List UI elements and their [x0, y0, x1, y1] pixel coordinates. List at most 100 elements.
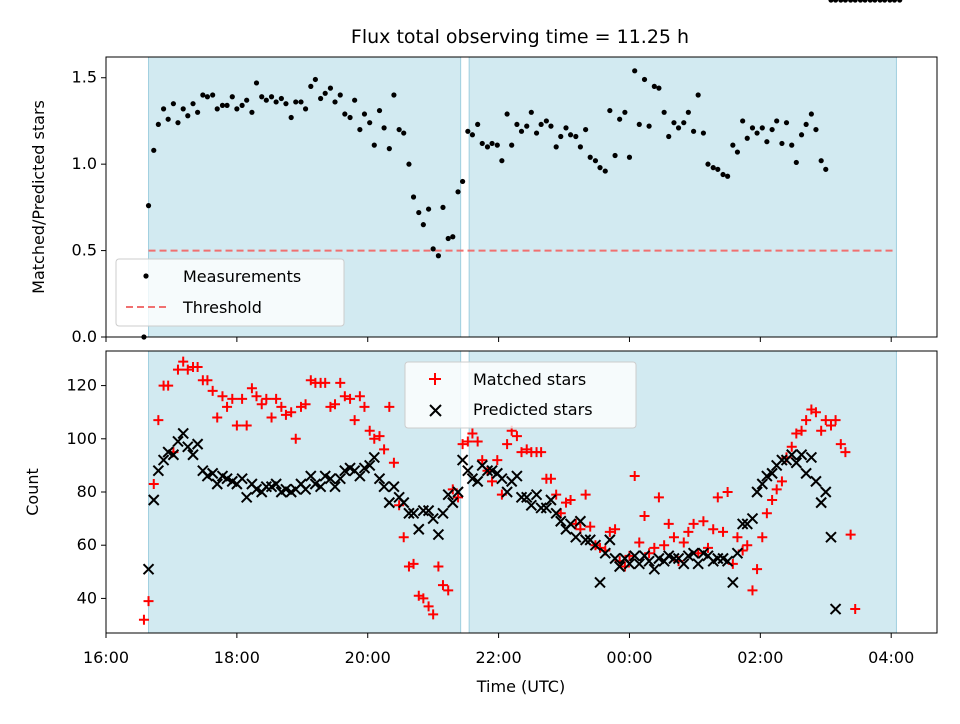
matched-star-point — [752, 564, 763, 575]
predicted-star-point — [354, 470, 366, 482]
measurement-point — [445, 235, 451, 242]
measurement-point — [808, 111, 814, 117]
predicted-star-point — [456, 454, 469, 466]
measurement-point — [852, 0, 858, 3]
predicted-star-point — [167, 449, 180, 461]
predicted-star-point — [177, 427, 189, 440]
measurement-point — [587, 154, 593, 160]
matched-star-point — [148, 479, 159, 490]
measurement-point — [779, 140, 785, 147]
measurement-point — [789, 142, 795, 148]
measurement-point — [715, 166, 721, 172]
matched-star-point — [374, 431, 385, 442]
matched-star-point — [251, 391, 262, 402]
matched-star-point — [339, 391, 350, 402]
matched-star-point — [359, 401, 370, 412]
bottom-y-ticks: 40 60 80 100 120 — [66, 376, 106, 607]
measurement-point — [641, 76, 648, 83]
predicted-star-point — [299, 483, 312, 496]
measurement-point — [381, 125, 387, 131]
matched-star-point — [222, 401, 233, 412]
measurement-point — [862, 0, 868, 3]
predicted-star-point — [545, 494, 557, 506]
predicted-star-point — [746, 512, 759, 525]
predicted-star-point — [368, 451, 380, 464]
predicted-star-point — [633, 558, 645, 570]
predicted-star-point — [825, 531, 837, 543]
predicted-star-point — [305, 470, 317, 482]
measurement-point — [832, 0, 839, 3]
predicted-star-point — [378, 480, 390, 493]
x-tick-label: 00:00 — [606, 648, 652, 667]
measurement-point — [244, 97, 250, 103]
predicted-star-point — [501, 486, 513, 498]
top-shaded-intervals — [148, 56, 897, 338]
matched-star-point — [545, 473, 556, 484]
matched-star-point — [231, 420, 242, 431]
measurements-legend-label: Measurements — [183, 267, 301, 286]
measurement-point — [734, 149, 741, 155]
predicted-star-point — [579, 534, 592, 546]
matched-star-point — [418, 593, 429, 604]
matched-star-point — [761, 508, 772, 519]
measurement-point — [583, 126, 589, 133]
measurement-point — [475, 121, 481, 128]
measurement-point — [533, 130, 540, 136]
measurements-legend-marker — [143, 273, 149, 279]
measurement-point — [224, 102, 230, 108]
measurement-point — [386, 146, 392, 152]
predicted-star-point — [540, 502, 553, 514]
matched-star-point — [256, 399, 267, 410]
matched-star-point — [786, 441, 797, 452]
x-tick-label: 04:00 — [868, 648, 914, 667]
matched-star-point — [300, 399, 311, 410]
matched-star-point — [453, 492, 464, 503]
predicted-star-point — [648, 563, 661, 575]
measurement-point — [435, 253, 441, 259]
predicted-star-point — [574, 515, 587, 527]
predicted-star-point — [687, 547, 700, 559]
predicted-star-point — [530, 488, 543, 501]
measurement-point — [342, 111, 348, 117]
measurement-point — [170, 101, 176, 107]
matched-star-point — [192, 361, 203, 372]
top-axes-frame — [105, 56, 938, 338]
matched-star-point — [276, 401, 287, 412]
matched-star-point — [354, 391, 365, 402]
measurement-point — [700, 130, 707, 136]
predicted-star-point — [270, 478, 282, 490]
measurement-point — [675, 125, 682, 131]
matched-star-point — [698, 516, 709, 527]
measurement-point — [219, 102, 226, 108]
predicted-star-point — [452, 486, 464, 498]
predicted-star-point — [599, 547, 611, 559]
x-tick-label: 02:00 — [737, 648, 783, 667]
measurement-point — [450, 234, 456, 240]
measurement-point — [204, 94, 211, 100]
measurement-point — [543, 118, 549, 124]
predicted-star-point — [535, 502, 547, 514]
matched-star-point — [610, 524, 621, 535]
measurement-point — [376, 107, 383, 114]
matched-star-point — [237, 393, 248, 404]
measurement-point — [514, 121, 520, 128]
matched-star-point — [286, 407, 297, 418]
matched-star-point — [810, 407, 821, 418]
matched-star-point — [217, 391, 228, 402]
matched-star-point — [801, 415, 812, 426]
matched-star-point — [428, 609, 439, 620]
matched-star-point — [585, 521, 596, 532]
measurement-point — [528, 109, 534, 115]
matched-star-point — [796, 425, 807, 436]
predicted-star-point — [314, 480, 327, 493]
matched-star-point — [330, 399, 341, 410]
top-y-axis-label: Matched/Predicted stars — [29, 100, 48, 294]
matched-star-point — [683, 526, 694, 537]
predicted-star-point — [712, 552, 724, 565]
predicted-star-points — [144, 427, 842, 615]
measurement-point — [612, 152, 618, 159]
measurement-point — [897, 0, 903, 3]
measurement-point — [469, 132, 476, 138]
measurement-point — [690, 128, 697, 134]
measurement-point — [312, 76, 318, 83]
